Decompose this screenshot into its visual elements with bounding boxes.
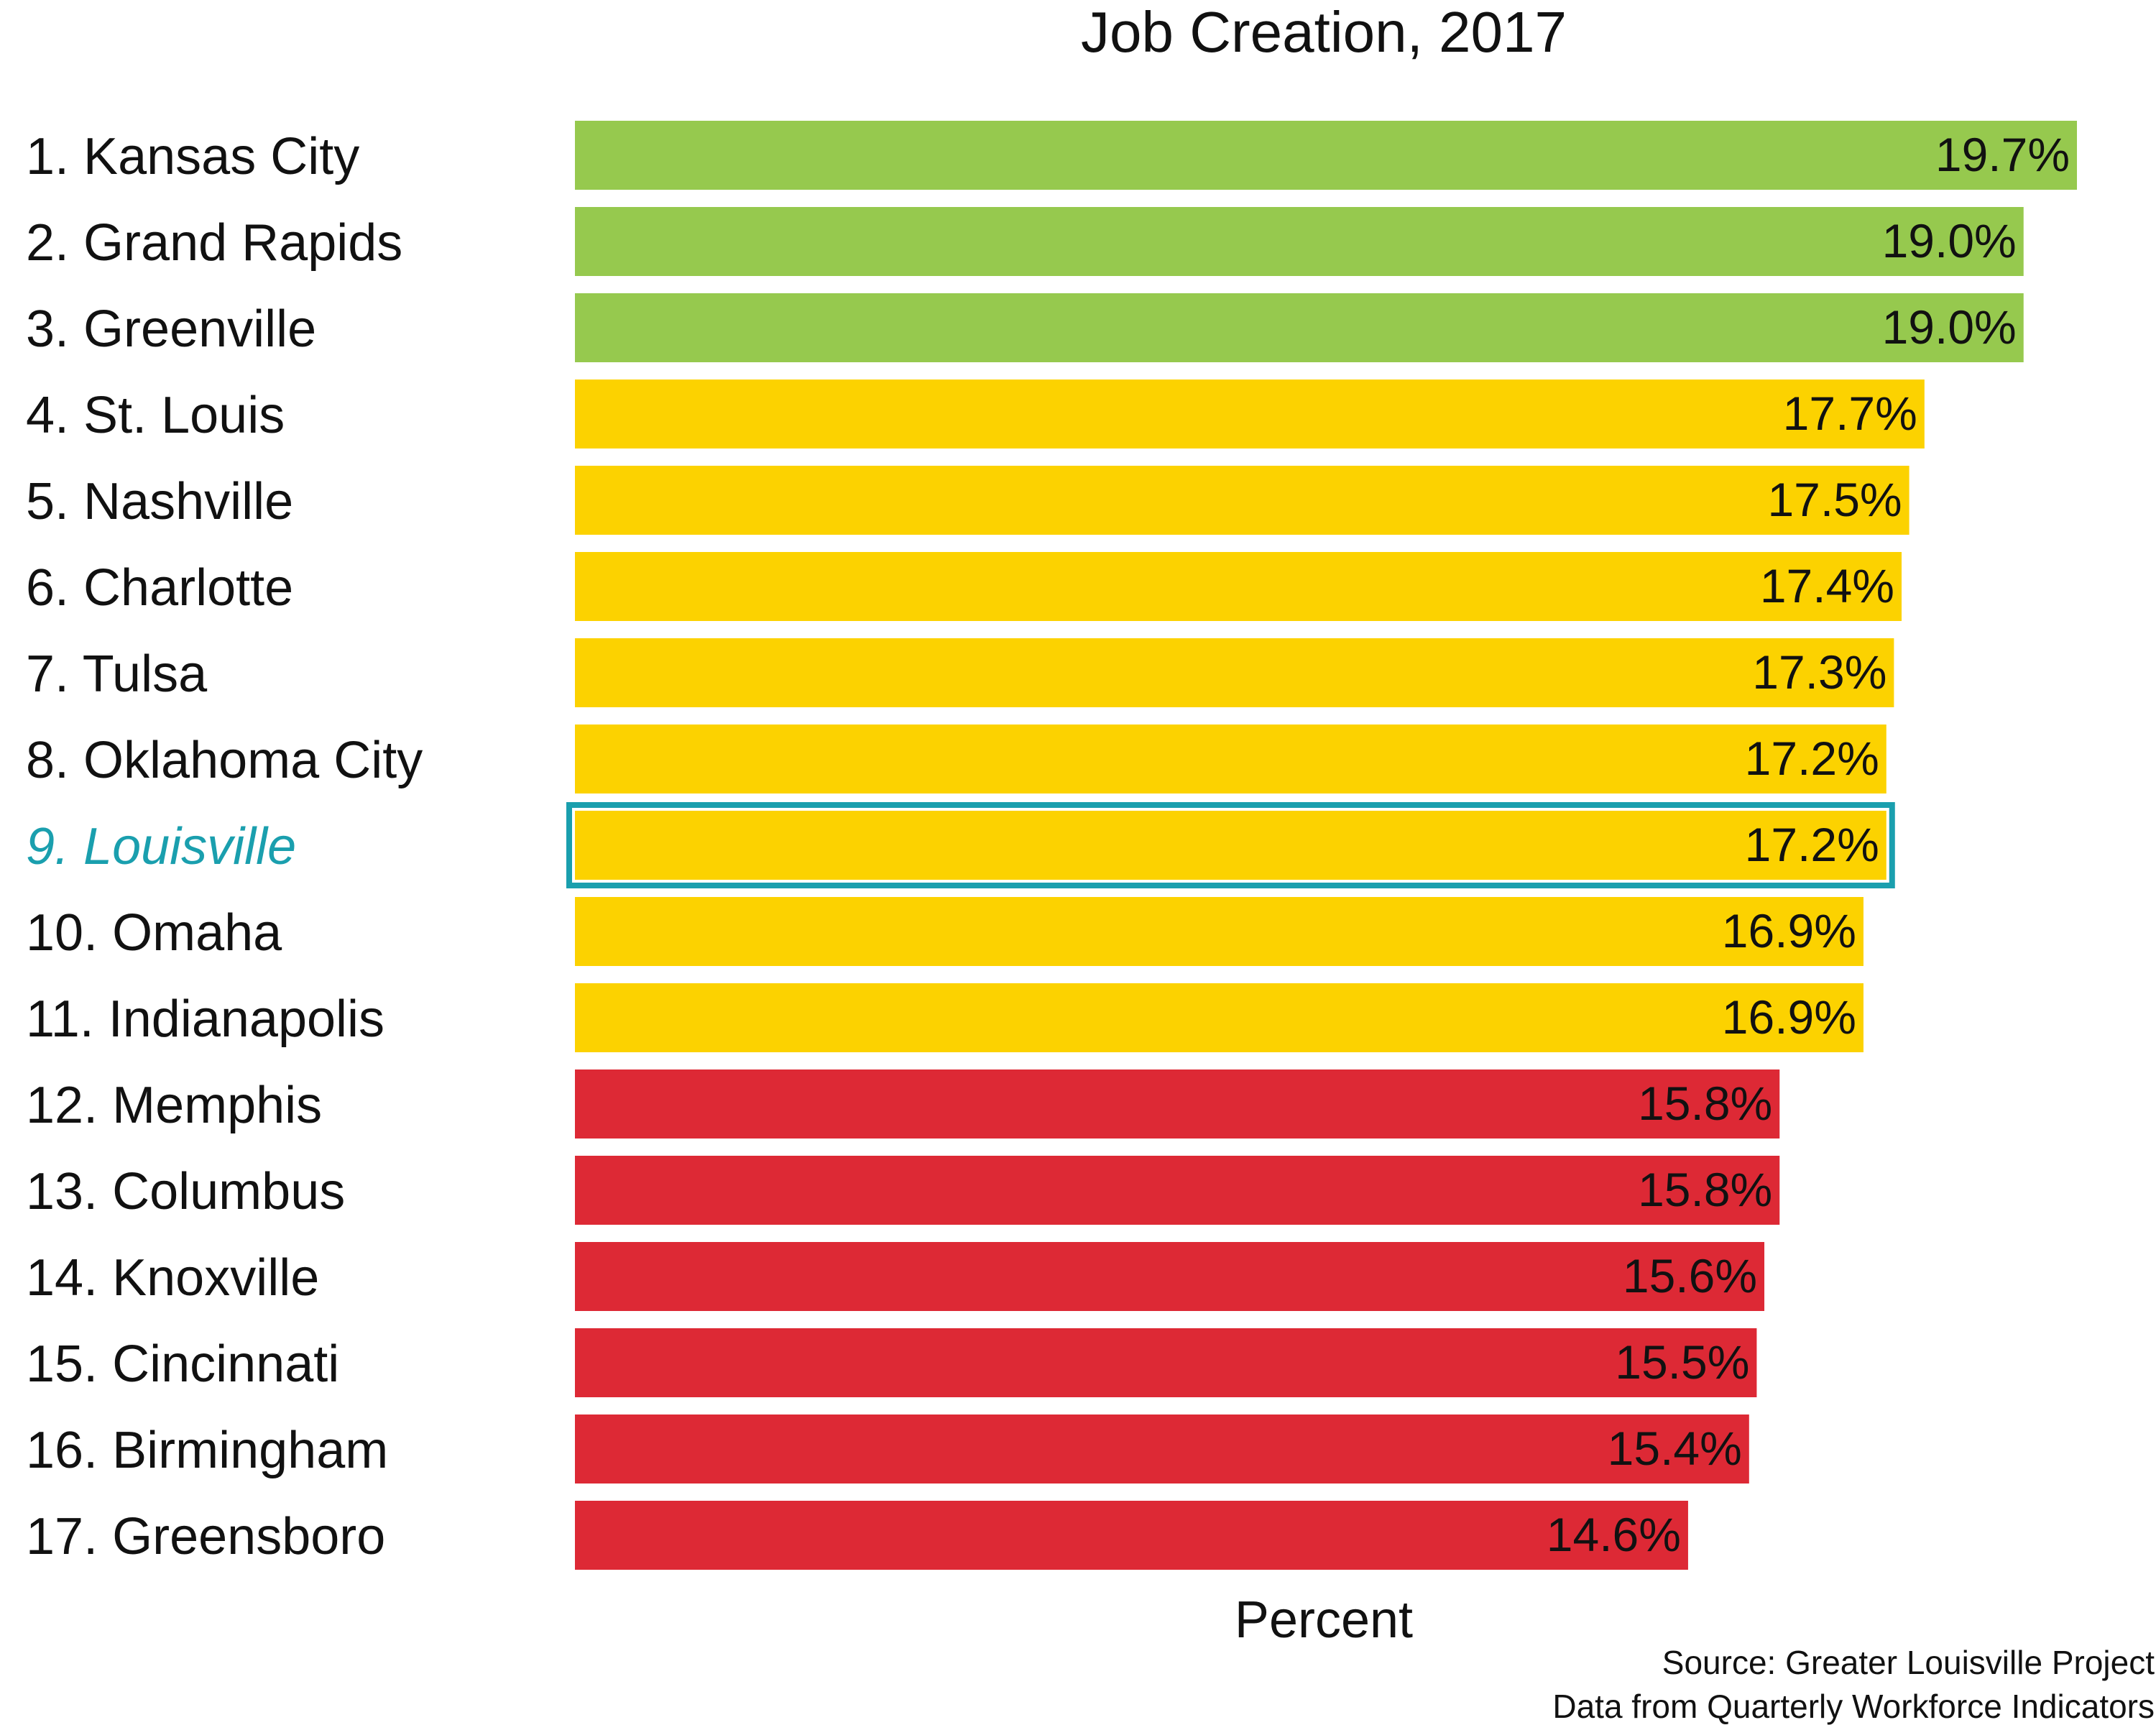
bar xyxy=(575,983,1864,1052)
category-label: 13. Columbus xyxy=(26,1163,345,1220)
value-label: 17.3% xyxy=(1752,645,1886,699)
category-label: 11. Indianapolis xyxy=(26,990,384,1048)
bar xyxy=(575,897,1864,966)
value-label: 17.2% xyxy=(1745,732,1879,785)
value-label: 19.7% xyxy=(1935,128,2070,181)
category-label: 1. Kansas City xyxy=(26,128,359,185)
value-label: 14.6% xyxy=(1547,1508,1681,1561)
bar xyxy=(575,380,1925,448)
bar xyxy=(575,466,1909,535)
bar xyxy=(575,121,2077,190)
value-label: 17.4% xyxy=(1760,559,1894,612)
value-label: 19.0% xyxy=(1882,300,2017,354)
category-label: 8. Oklahoma City xyxy=(26,732,423,789)
bar xyxy=(575,1156,1780,1225)
bar xyxy=(575,552,1902,621)
value-label: 16.9% xyxy=(1722,904,1856,957)
bar xyxy=(575,1328,1757,1397)
bar xyxy=(575,1242,1765,1311)
bars-group: 1. Kansas City 19.7% 2. Grand Rapids 19.0% 3… xyxy=(26,121,2077,1570)
category-label: 12. Memphis xyxy=(26,1077,322,1134)
category-label: 4. St. Louis xyxy=(26,387,285,444)
chart-title: Job Creation, 2017 xyxy=(1081,0,1567,64)
value-label: 17.5% xyxy=(1767,473,1902,526)
category-label: 6. Charlotte xyxy=(26,559,293,617)
value-label: 15.5% xyxy=(1615,1335,1749,1389)
category-label: 9. Louisville xyxy=(26,818,296,875)
category-label: 3. Greenville xyxy=(26,300,316,358)
bar xyxy=(575,811,1886,880)
source-line-2: Data from Quarterly Workforce Indicators xyxy=(1552,1688,2155,1725)
bar xyxy=(575,207,2024,276)
bar xyxy=(575,293,2024,362)
value-label: 17.2% xyxy=(1745,818,1879,871)
bar xyxy=(575,1070,1780,1138)
bar xyxy=(575,724,1886,794)
bar xyxy=(575,638,1894,707)
bar xyxy=(575,1414,1749,1484)
bar xyxy=(575,1501,1688,1570)
value-label: 16.9% xyxy=(1722,990,1856,1044)
category-label: 16. Birmingham xyxy=(26,1422,388,1479)
value-label: 17.7% xyxy=(1783,387,1917,440)
value-label: 19.0% xyxy=(1882,214,2017,267)
category-label: 10. Omaha xyxy=(26,904,282,962)
source-line-1: Source: Greater Louisville Project xyxy=(1662,1644,2155,1681)
category-label: 15. Cincinnati xyxy=(26,1335,339,1393)
value-label: 15.6% xyxy=(1623,1249,1757,1302)
category-label: 17. Greensboro xyxy=(26,1508,385,1565)
category-label: 5. Nashville xyxy=(26,473,293,530)
category-label: 7. Tulsa xyxy=(26,645,208,703)
value-label: 15.8% xyxy=(1638,1163,1772,1216)
x-axis-label: Percent xyxy=(1235,1591,1413,1649)
highlight-outline xyxy=(566,802,1895,888)
value-label: 15.4% xyxy=(1608,1422,1742,1475)
category-label: 2. Grand Rapids xyxy=(26,214,402,272)
value-label: 15.8% xyxy=(1638,1077,1772,1130)
category-label: 14. Knoxville xyxy=(26,1249,319,1307)
